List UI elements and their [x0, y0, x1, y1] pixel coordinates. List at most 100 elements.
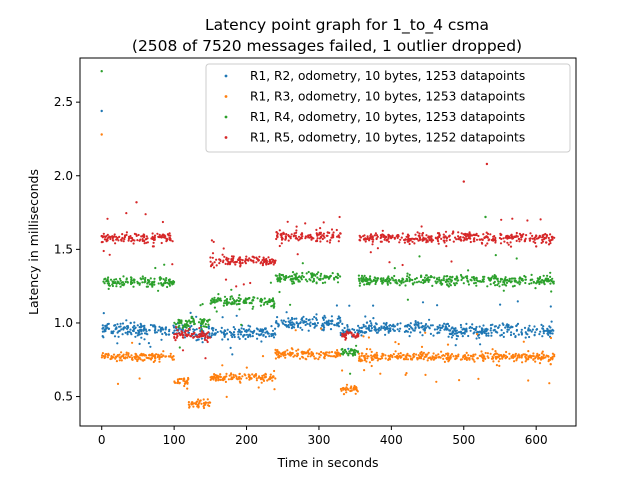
data-point	[342, 350, 345, 353]
data-point	[223, 334, 226, 337]
chart-title-line-1: Latency point graph for 1_to_4 csma	[205, 16, 489, 35]
data-point	[423, 328, 427, 331]
data-point	[255, 261, 258, 264]
data-point	[476, 357, 479, 360]
data-point	[438, 324, 441, 327]
data-point	[470, 234, 474, 237]
data-point	[494, 284, 497, 287]
data-point	[274, 357, 277, 360]
data-point	[362, 325, 366, 328]
data-point	[533, 325, 536, 328]
data-point	[389, 278, 392, 281]
data-point	[264, 327, 267, 330]
data-point	[364, 315, 367, 318]
data-point	[210, 239, 213, 242]
data-point	[375, 279, 379, 282]
data-point	[550, 290, 553, 293]
data-point	[549, 336, 553, 340]
data-point	[349, 352, 352, 355]
data-point	[450, 327, 453, 330]
data-point	[317, 271, 320, 274]
data-point	[428, 278, 431, 281]
data-point	[482, 324, 485, 327]
data-point	[156, 232, 159, 235]
data-point	[277, 353, 280, 356]
data-point	[299, 321, 302, 324]
data-point	[506, 241, 509, 244]
data-point	[284, 278, 287, 281]
data-point	[186, 387, 189, 390]
data-point	[436, 332, 439, 335]
data-point	[393, 267, 396, 270]
data-point	[381, 357, 384, 360]
data-point	[503, 281, 506, 284]
data-point	[225, 332, 229, 335]
data-point	[380, 240, 383, 243]
data-point	[478, 336, 481, 339]
data-point	[248, 297, 251, 300]
data-point	[114, 242, 117, 245]
data-point	[513, 279, 516, 282]
data-point	[334, 351, 337, 354]
data-point	[536, 352, 539, 355]
data-point	[504, 276, 507, 279]
data-point	[424, 279, 428, 282]
data-point	[420, 326, 423, 329]
data-point	[475, 276, 478, 279]
data-point	[225, 375, 228, 378]
data-point	[162, 283, 165, 286]
data-point	[149, 277, 152, 280]
data-point	[499, 334, 502, 337]
data-point	[311, 236, 314, 239]
data-point	[203, 325, 206, 328]
data-point	[132, 279, 135, 282]
data-point	[348, 350, 351, 353]
data-point	[295, 321, 298, 324]
data-point	[551, 277, 554, 280]
data-point	[330, 315, 333, 318]
data-point	[245, 330, 248, 333]
data-point	[342, 388, 345, 391]
data-point	[546, 278, 549, 281]
data-point	[465, 358, 468, 361]
data-point	[455, 332, 459, 335]
data-point	[185, 322, 188, 326]
data-point	[496, 278, 499, 281]
data-point	[423, 276, 426, 279]
data-point	[454, 330, 457, 333]
data-point	[269, 300, 272, 303]
data-point	[182, 336, 185, 339]
data-point	[384, 357, 387, 360]
data-point	[415, 277, 418, 280]
data-point	[506, 330, 509, 333]
data-point	[354, 392, 357, 395]
data-point	[553, 353, 556, 356]
data-point	[219, 299, 223, 302]
data-point	[233, 335, 236, 339]
data-point	[224, 380, 227, 383]
data-point	[341, 347, 344, 351]
data-point	[366, 282, 369, 286]
data-point	[465, 351, 468, 354]
data-point	[389, 282, 392, 285]
data-point	[269, 281, 272, 284]
data-point	[102, 249, 105, 253]
data-point	[435, 380, 438, 383]
data-point	[106, 217, 109, 220]
data-point	[469, 240, 472, 244]
data-point	[101, 335, 104, 338]
data-point	[210, 299, 213, 302]
data-point	[505, 284, 508, 287]
data-point	[106, 282, 109, 285]
data-point	[176, 381, 179, 385]
data-point	[154, 357, 157, 360]
x-tick-label: 200	[235, 433, 258, 447]
data-point	[359, 239, 362, 242]
data-point	[442, 279, 445, 282]
data-point	[501, 283, 504, 286]
data-point	[337, 325, 341, 328]
data-point	[532, 281, 536, 284]
data-point	[296, 253, 299, 256]
data-point	[229, 261, 232, 264]
data-point	[187, 401, 190, 404]
